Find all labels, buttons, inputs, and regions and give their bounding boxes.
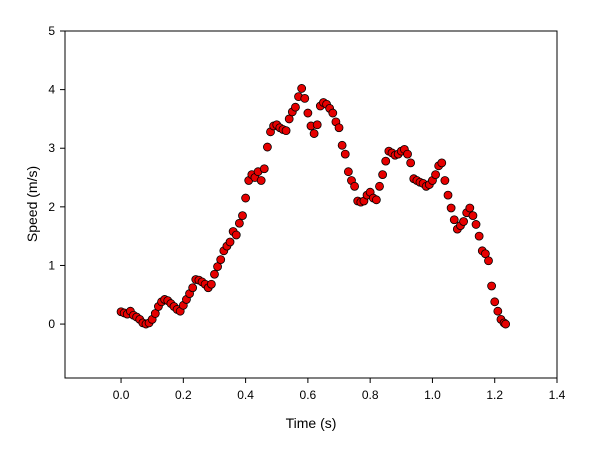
data-point: [437, 158, 447, 168]
data-point: [303, 108, 313, 118]
data-point: [188, 283, 198, 293]
data-point: [256, 176, 266, 185]
data-point: [465, 203, 475, 213]
data-point: [340, 149, 350, 159]
data-point: [471, 220, 481, 229]
data-point: [328, 108, 338, 118]
data-point: [350, 181, 359, 191]
y-axis-label: Speed (m/s): [24, 166, 40, 242]
y-tick-label: 1: [48, 258, 55, 272]
data-point: [309, 129, 319, 138]
data-point: [337, 140, 347, 150]
x-tick-label: 1.4: [549, 388, 566, 402]
data-point: [343, 167, 353, 177]
data-point: [487, 281, 497, 291]
data-point: [490, 297, 500, 307]
data-point: [206, 279, 216, 289]
data-point: [241, 193, 251, 203]
data-point: [468, 211, 478, 221]
x-tick-label: 0.4: [237, 388, 254, 402]
data-point: [334, 123, 344, 133]
y-tick-label: 4: [48, 83, 55, 97]
data-point: [406, 158, 416, 168]
plot-frame: [64, 30, 558, 379]
data-point: [484, 256, 493, 266]
data-point: [291, 102, 300, 112]
data-point: [300, 94, 310, 103]
x-tick-label: 0.0: [113, 388, 130, 402]
data-point: [238, 211, 247, 221]
data-point: [493, 306, 503, 316]
data-point: [440, 176, 450, 185]
y-tick-label: 3: [48, 141, 55, 155]
y-tick-label: 0: [48, 317, 55, 331]
data-point: [446, 203, 456, 213]
data-point: [312, 120, 322, 130]
data-point: [443, 190, 453, 200]
data-point: [210, 269, 219, 279]
x-tick-label: 0.2: [175, 388, 192, 402]
data-point: [381, 156, 391, 166]
y-tick-label: 5: [48, 24, 55, 38]
x-tick-label: 0.8: [362, 388, 379, 402]
data-point: [297, 84, 307, 93]
data-point: [234, 218, 244, 228]
data-point: [281, 126, 291, 136]
data-point: [403, 149, 412, 159]
data-point: [375, 181, 384, 191]
data-point: [449, 215, 459, 225]
data-point: [501, 319, 511, 329]
x-axis-label: Time (s): [286, 415, 337, 431]
x-tick-label: 0.6: [300, 388, 317, 402]
data-point: [216, 255, 226, 264]
y-tick-label: 2: [48, 200, 55, 214]
data-point: [371, 195, 381, 205]
data-point: [225, 237, 235, 247]
x-tick-label: 1.2: [486, 388, 503, 402]
data-point: [231, 230, 241, 240]
data-point: [431, 170, 440, 180]
data-point: [474, 231, 484, 241]
data-point: [263, 142, 272, 152]
data-point: [259, 164, 269, 174]
data-point: [459, 217, 468, 226]
data-point: [378, 170, 388, 180]
x-tick-label: 1.0: [424, 388, 441, 402]
